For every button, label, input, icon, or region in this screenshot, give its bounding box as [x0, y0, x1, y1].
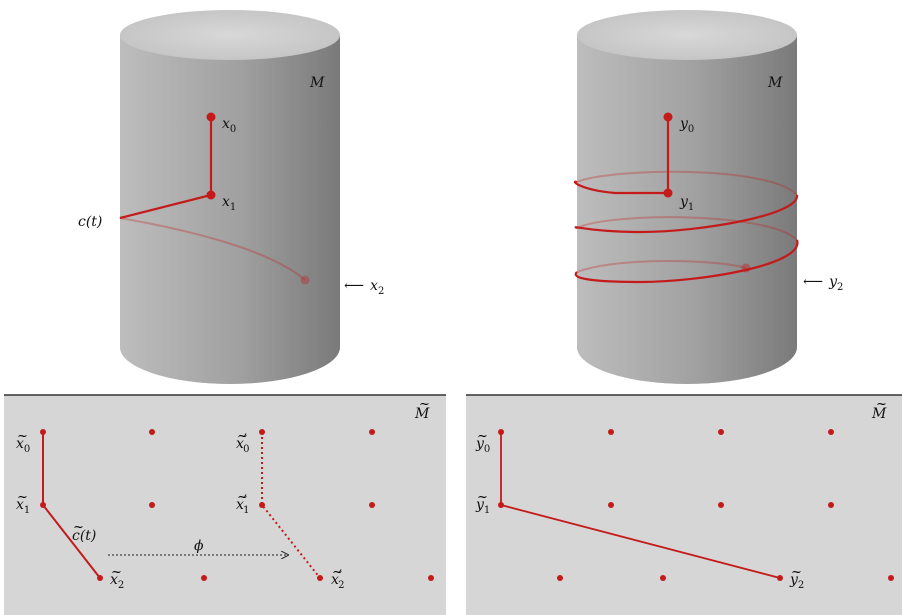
- label-y2-arrow: ⟵ y2: [803, 274, 843, 293]
- label-phi: ϕ: [194, 538, 204, 554]
- lattice-dot: [201, 575, 207, 581]
- lattice-dot: [718, 429, 724, 435]
- point-x0-marker: [206, 112, 216, 122]
- point-y1-marker: [663, 188, 673, 198]
- tilde-accent: ~: [111, 565, 122, 580]
- label-x1: x1: [222, 194, 236, 213]
- lattice-dot: [369, 429, 375, 435]
- label-y0-tilde: y0: [475, 436, 490, 455]
- label-c-t: c(t): [78, 214, 102, 230]
- tilde-accent: ~: [73, 520, 84, 535]
- point-x0-prime-marker: [259, 429, 265, 435]
- point-y0-marker: [663, 112, 673, 122]
- point-x2-tilde-marker: [97, 575, 103, 581]
- label-x1-tilde: x1: [16, 497, 30, 516]
- label-y0: y0: [679, 116, 694, 135]
- label-x1-prime: x′ 1: [236, 493, 249, 516]
- tilde-accent: ~: [876, 397, 887, 412]
- point-x2-prime-marker: [317, 575, 323, 581]
- cylinder-left-top-cap: [120, 10, 340, 60]
- tilde-accent: ~: [237, 429, 248, 444]
- tilde-accent: ~: [332, 565, 343, 580]
- point-x2-marker: [300, 275, 310, 285]
- label-x2-prime: x′ 2: [331, 568, 344, 591]
- lattice-dot: [888, 575, 894, 581]
- label-manifold-right: M: [767, 75, 783, 91]
- spiral-back-3: [576, 260, 747, 273]
- label-x0: x0: [222, 116, 236, 135]
- lattice-dot: [718, 502, 724, 508]
- label-x0-tilde: x0: [16, 436, 30, 455]
- lattice-dot: [369, 502, 375, 508]
- label-x2-tilde: x2: [110, 572, 124, 591]
- label-x0-prime: x′ 0: [236, 432, 249, 455]
- lattice-dot: [149, 429, 155, 435]
- label-manifold-tilde-left: M: [414, 406, 430, 422]
- tilde-accent: ~: [477, 429, 488, 444]
- spiral-back-2: [576, 216, 798, 241]
- tilde-accent: ~: [791, 565, 802, 580]
- point-x1-marker: [206, 190, 216, 200]
- lattice-dot: [557, 575, 563, 581]
- lattice-dot: [608, 429, 614, 435]
- translated-path-dotted: [261, 432, 321, 579]
- tilde-accent: ~: [17, 429, 28, 444]
- lattice-dot: [608, 502, 614, 508]
- lattice-dot: [660, 575, 666, 581]
- spiral-front-1: [574, 194, 799, 234]
- lattice-dots-left: [149, 429, 434, 581]
- label-x2-arrow: ⟵ x2: [344, 278, 384, 297]
- point-x1-tilde-marker: [40, 502, 46, 508]
- label-y2-tilde: y2: [789, 572, 804, 591]
- label-y1: y1: [679, 194, 694, 213]
- label-y1-tilde: y1: [475, 497, 490, 516]
- tilde-accent: ~: [477, 490, 488, 505]
- point-y1-tilde-marker: [498, 502, 504, 508]
- cylinder-right-body: [577, 35, 797, 384]
- spiral-front-2: [574, 239, 799, 284]
- lattice-dots-right: [557, 429, 894, 581]
- cylinder-right-top-cap: [577, 10, 797, 60]
- tilde-accent: ~: [237, 490, 248, 505]
- spiral-back-1: [576, 170, 798, 196]
- cylinder-left-body: [120, 35, 340, 384]
- point-x0-tilde-marker: [40, 429, 46, 435]
- cylinder-right: [577, 10, 797, 384]
- lattice-dot: [828, 502, 834, 508]
- point-x1-prime-marker: [259, 502, 265, 508]
- tilde-accent: ~: [419, 397, 430, 412]
- curve-left-back: [119, 217, 306, 281]
- lattice-dot: [149, 502, 155, 508]
- point-y0-tilde-marker: [498, 429, 504, 435]
- cylinder-left: [120, 10, 340, 384]
- label-manifold-left: M: [309, 75, 325, 91]
- spiral-stem: [573, 117, 670, 195]
- tilde-accent: ~: [17, 490, 28, 505]
- label-manifold-tilde-right: M: [871, 406, 887, 422]
- panel-left: [4, 395, 446, 615]
- label-c-tilde-t: c(t): [72, 528, 96, 544]
- lattice-dot: [428, 575, 434, 581]
- point-y2-tilde-marker: [777, 575, 783, 581]
- lattice-dot: [828, 429, 834, 435]
- panel-right: [466, 395, 902, 615]
